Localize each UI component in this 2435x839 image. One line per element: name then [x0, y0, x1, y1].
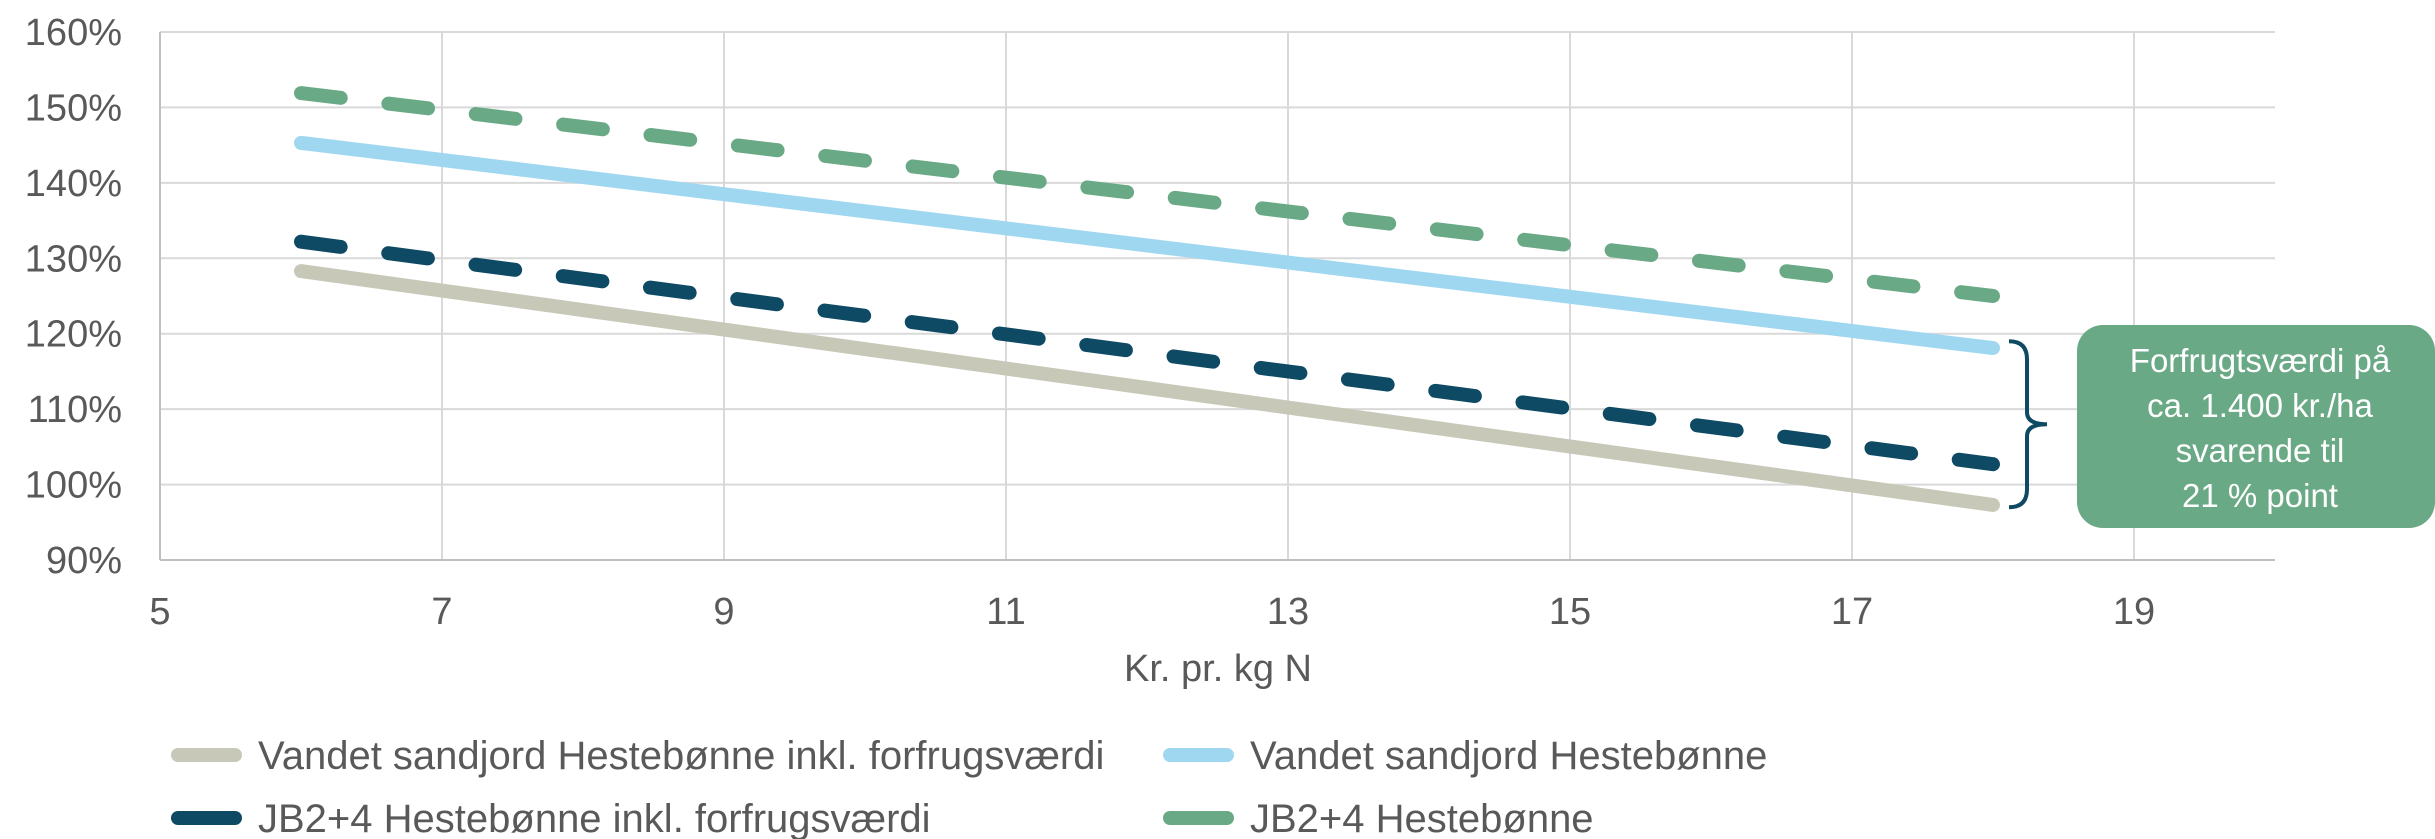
annotation-box	[2077, 325, 2435, 528]
legend-item-4: JB2+4 Hestebønne	[1163, 797, 1594, 839]
legend: Vandet sandjord Hestebønne inkl. forfrug…	[171, 734, 1767, 839]
legend-label: JB2+4 Hestebønne inkl. forfrugsværdi	[258, 797, 931, 839]
x-tick-label: 13	[1267, 591, 1309, 633]
x-tick-label: 9	[713, 591, 734, 633]
y-tick-label: 90%	[46, 540, 122, 582]
series-lines	[294, 86, 2000, 512]
y-tick-label: 150%	[25, 87, 122, 129]
annotation-text-line: Forfrugtsværdi på	[2130, 342, 2391, 379]
y-tick-label: 120%	[25, 314, 122, 356]
annotation-text-line: svarende til	[2176, 432, 2345, 469]
legend-label: Vandet sandjord Hestebønne	[1250, 734, 1767, 778]
series-line-3	[294, 234, 2000, 472]
x-tick-label: 5	[149, 591, 170, 633]
x-tick-label: 7	[431, 591, 452, 633]
series-line-1	[294, 264, 2000, 512]
series-line-4	[294, 86, 2000, 303]
x-tick-label: 19	[2113, 591, 2155, 633]
legend-item-2: Vandet sandjord Hestebønne	[1163, 734, 1767, 778]
series-line-2	[294, 135, 2000, 356]
x-tick-label: 15	[1549, 591, 1591, 633]
x-tick-label: 17	[1831, 591, 1873, 633]
y-tick-label: 130%	[25, 238, 122, 280]
annotation-text-line: 21 % point	[2182, 477, 2338, 514]
x-tick-label: 11	[986, 591, 1025, 633]
x-axis-title: Kr. pr. kg N	[1124, 648, 1312, 690]
annotation: Forfrugtsværdi på ca. 1.400 kr./ha svarend…	[2008, 325, 2435, 528]
annotation-text-line: ca. 1.400 kr./ha	[2147, 387, 2373, 424]
legend-item-3: JB2+4 Hestebønne inkl. forfrugsværdi	[171, 797, 931, 839]
y-tick-label: 100%	[25, 465, 122, 507]
tick-labels: 90% 100% 110% 120% 130% 140% 150% 160% 5 7 9 11 13 15…	[25, 12, 2155, 633]
axes	[159, 32, 2275, 561]
legend-label: JB2+4 Hestebønne	[1250, 797, 1594, 839]
legend-label: Vandet sandjord Hestebønne inkl. forfrug…	[258, 734, 1104, 778]
legend-item-1: Vandet sandjord Hestebønne inkl. forfrug…	[171, 734, 1104, 778]
y-tick-label: 140%	[25, 163, 122, 205]
y-tick-label: 160%	[25, 12, 122, 54]
annotation-bracket	[2008, 339, 2048, 510]
y-tick-label: 110%	[28, 389, 122, 431]
